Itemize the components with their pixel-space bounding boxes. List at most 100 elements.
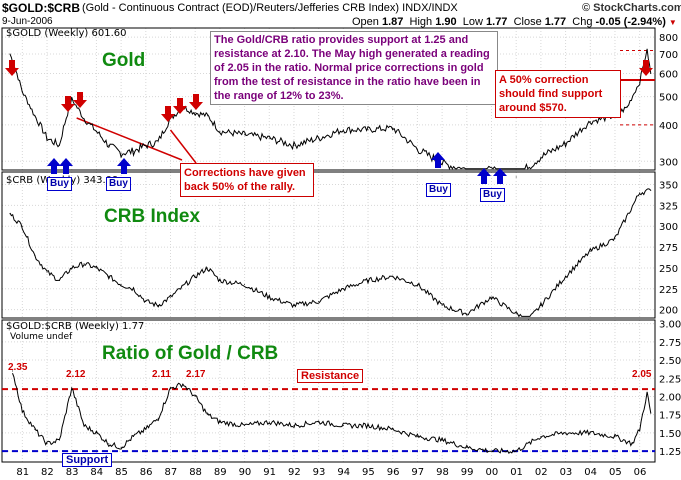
- data-point: [21, 225, 23, 227]
- data-point: [466, 446, 468, 448]
- data-point: [244, 134, 246, 136]
- data-point: [367, 279, 369, 281]
- x-tick-label: 90: [239, 467, 252, 478]
- data-point: [132, 288, 134, 290]
- buy-label-2: Buy: [106, 177, 131, 191]
- data-point: [194, 112, 196, 114]
- x-tick-label: 89: [214, 467, 227, 478]
- y-tick-label: 1.25: [659, 447, 681, 458]
- data-point: [194, 275, 196, 277]
- data-point: [157, 141, 159, 143]
- data-point: [170, 387, 171, 389]
- y-tick-label: 2.00: [659, 392, 681, 403]
- x-tick-label: 95: [362, 467, 375, 478]
- data-point: [58, 439, 60, 441]
- peak-label-2006: 2.05: [632, 369, 652, 380]
- x-tick-label: 96: [387, 467, 400, 478]
- data-point: [46, 443, 48, 445]
- sell-arrow-icon: [161, 106, 175, 122]
- data-point: [21, 410, 23, 412]
- x-tick-label: 88: [189, 467, 202, 478]
- series-line-1: [9, 188, 652, 318]
- x-tick-label: 97: [411, 467, 424, 478]
- y-tick-label: 400: [659, 121, 678, 132]
- buy-label-3: Buy: [426, 183, 451, 197]
- data-point: [108, 443, 110, 445]
- data-point: [120, 446, 122, 448]
- data-point: [318, 300, 320, 302]
- y-tick-label: 2.75: [659, 338, 681, 349]
- x-tick-label: 83: [66, 467, 79, 478]
- data-point: [170, 296, 171, 298]
- data-point: [244, 284, 246, 286]
- data-point: [83, 425, 85, 427]
- x-tick-label: 05: [609, 467, 622, 478]
- data-point: [318, 421, 320, 423]
- data-point: [639, 428, 641, 430]
- data-point: [318, 137, 320, 139]
- buy-arrow-icon: [59, 158, 73, 174]
- peak-label-1987: 2.11: [152, 369, 171, 380]
- data-point: [293, 425, 295, 427]
- y-tick-label: 225: [659, 285, 678, 296]
- y-tick-label: 1.75: [659, 411, 681, 422]
- buy-arrow-icon: [117, 158, 131, 174]
- data-point: [650, 73, 652, 75]
- rally-line-2: [169, 129, 197, 164]
- data-point: [219, 130, 221, 132]
- sell-arrow-icon: [173, 98, 187, 114]
- data-point: [108, 144, 110, 146]
- data-point: [416, 436, 418, 438]
- data-point: [392, 428, 394, 430]
- buy-label-1: Buy: [47, 177, 72, 191]
- x-tick-label: 94: [337, 467, 350, 478]
- data-point: [441, 304, 443, 306]
- data-point: [416, 148, 418, 150]
- data-point: [34, 115, 36, 117]
- buy-label-4: Buy: [480, 188, 505, 202]
- data-point: [157, 304, 159, 306]
- data-point: [589, 250, 591, 252]
- peak-label-1983: 2.12: [66, 369, 86, 380]
- peak-label-1988: 2.17: [186, 369, 206, 380]
- data-point: [342, 425, 344, 427]
- data-point: [565, 143, 567, 145]
- x-tick-label: 04: [584, 467, 597, 478]
- data-point: [565, 275, 567, 277]
- data-point: [207, 267, 209, 269]
- x-tick-label: 81: [16, 467, 29, 478]
- resistance-label: Resistance: [297, 369, 364, 383]
- data-point: [631, 443, 633, 445]
- data-point: [626, 106, 628, 108]
- sell-arrow-icon: [189, 94, 203, 110]
- header-symbol: $GOLD:$CRB: [2, 1, 81, 15]
- data-point: [293, 304, 295, 306]
- down-arrow-icon: ▼: [668, 18, 677, 27]
- data-point: [293, 144, 295, 146]
- data-point: [58, 144, 60, 146]
- sell-arrow-icon: [639, 60, 653, 76]
- data-point: [219, 279, 221, 281]
- x-tick-label: 87: [165, 467, 178, 478]
- y-tick-label: 500: [659, 93, 678, 104]
- data-point: [207, 115, 209, 117]
- x-tick-label: 84: [90, 467, 103, 478]
- x-tick-label: 99: [461, 467, 474, 478]
- sell-arrow-icon: [61, 96, 75, 112]
- data-point: [650, 412, 652, 414]
- data-point: [145, 428, 147, 430]
- header-ohlc: Open 1.87 High 1.90 Low 1.77 Close 1.77 …: [352, 16, 677, 28]
- data-point: [367, 425, 369, 427]
- y-tick-label: 2.50: [659, 356, 681, 367]
- data-point: [268, 421, 270, 423]
- data-point: [9, 53, 11, 55]
- data-point: [367, 129, 369, 131]
- y-tick-label: 800: [659, 33, 678, 44]
- data-point: [95, 130, 97, 132]
- gold-title: Gold: [102, 50, 146, 71]
- data-point: [182, 383, 184, 385]
- y-tick-label: 2.25: [659, 374, 681, 385]
- x-tick-label: 02: [535, 467, 548, 478]
- data-point: [491, 450, 492, 452]
- data-point: [268, 137, 270, 139]
